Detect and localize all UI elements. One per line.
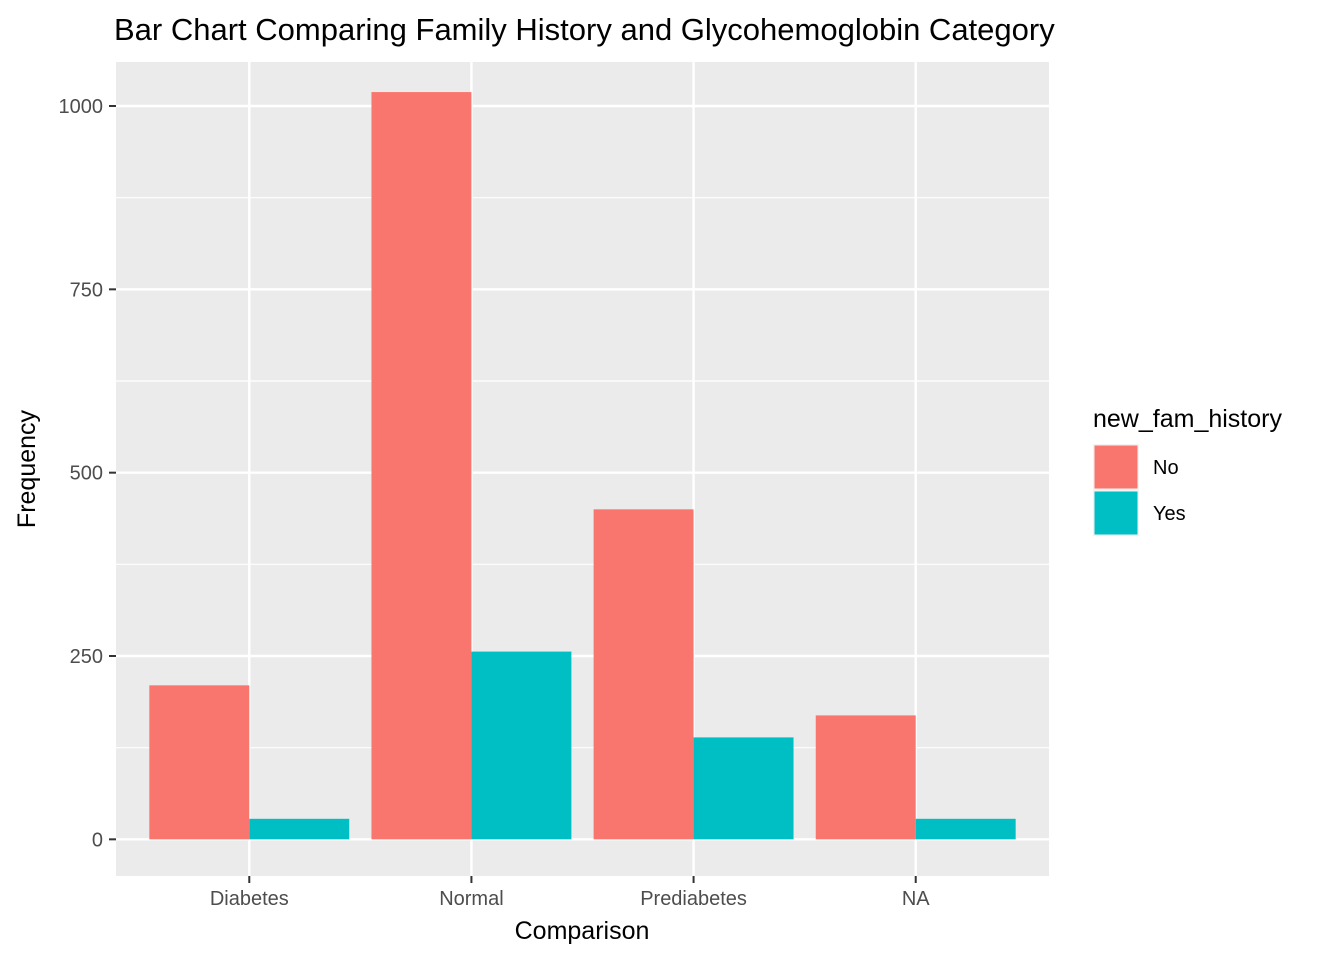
bar-diabetes-yes [249,818,350,840]
legend-swatch-no [1094,445,1138,489]
chart-title: Bar Chart Comparing Family History and G… [114,12,1055,47]
legend-label-yes: Yes [1153,503,1186,525]
bar-normal-yes [471,651,572,840]
legend: new_fam_history No Yes [1093,405,1282,536]
x-axis-title: Comparison [515,917,650,945]
gridlines [116,62,1049,876]
bar-normal-no [371,92,472,840]
bar-diabetes-no [149,685,250,840]
y-tick-label: 1000 [59,96,104,118]
x-axis: Diabetes Normal Prediabetes NA [210,876,930,910]
y-tick-label: 750 [70,279,103,301]
bars [149,92,1016,840]
y-axis: 0 250 500 750 1000 [59,96,116,851]
x-tick-label: Normal [439,888,503,910]
x-tick-label: Prediabetes [640,888,747,910]
y-tick-label: 500 [70,463,103,485]
x-tick-label: Diabetes [210,888,289,910]
x-tick-label: NA [902,888,930,910]
legend-label-no: No [1153,457,1179,479]
bar-na-yes [915,818,1016,840]
bar-prediabetes-yes [693,737,794,840]
y-tick-label: 0 [92,829,103,851]
bar-na-no [815,715,916,840]
y-tick-label: 250 [70,646,103,668]
bar-prediabetes-no [593,509,694,840]
legend-title: new_fam_history [1093,405,1282,433]
legend-swatch-yes [1094,491,1138,535]
y-axis-title: Frequency [13,409,41,528]
